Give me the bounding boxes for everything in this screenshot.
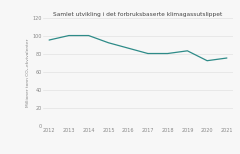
- Y-axis label: Millioner tonn CO₂-ekvivalenter: Millioner tonn CO₂-ekvivalenter: [26, 38, 30, 107]
- Title: Samlet utvikling i det forbruksbaserte klimagassutslippet: Samlet utvikling i det forbruksbaserte k…: [53, 12, 223, 17]
